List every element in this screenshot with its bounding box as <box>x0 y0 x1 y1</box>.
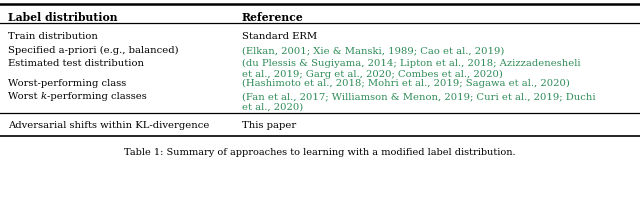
Text: Estimated test distribution: Estimated test distribution <box>8 59 144 68</box>
Text: Specified a-priori (e.g., balanced): Specified a-priori (e.g., balanced) <box>8 46 179 55</box>
Text: Train distribution: Train distribution <box>8 32 98 41</box>
Text: (du Plessis & Sugiyama, 2014; Lipton et al., 2018; Azizzadenesheli: (du Plessis & Sugiyama, 2014; Lipton et … <box>242 59 580 68</box>
Text: Label distribution: Label distribution <box>8 12 118 23</box>
Text: (Hashimoto et al., 2018; Mohri et al., 2019; Sagawa et al., 2020): (Hashimoto et al., 2018; Mohri et al., 2… <box>242 79 570 88</box>
Text: Worst-performing class: Worst-performing class <box>8 79 126 88</box>
Text: Reference: Reference <box>242 12 304 23</box>
Text: Adversarial shifts within KL-divergence: Adversarial shifts within KL-divergence <box>8 121 209 130</box>
Text: (Fan et al., 2017; Williamson & Menon, 2019; Curi et al., 2019; Duchi: (Fan et al., 2017; Williamson & Menon, 2… <box>242 92 596 101</box>
Text: -performing classes: -performing classes <box>47 92 147 101</box>
Text: (Elkan, 2001; Xie & Manski, 1989; Cao et al., 2019): (Elkan, 2001; Xie & Manski, 1989; Cao et… <box>242 46 504 55</box>
Text: Table 1: Summary of approaches to learning with a modified label distribution.: Table 1: Summary of approaches to learni… <box>124 148 516 157</box>
Text: et al., 2019; Garg et al., 2020; Combes et al., 2020): et al., 2019; Garg et al., 2020; Combes … <box>242 70 503 79</box>
Text: et al., 2020): et al., 2020) <box>242 103 303 112</box>
Text: k: k <box>40 92 47 101</box>
Text: Standard ERM: Standard ERM <box>242 32 317 41</box>
Text: Worst: Worst <box>8 92 40 101</box>
Text: This paper: This paper <box>242 121 296 130</box>
